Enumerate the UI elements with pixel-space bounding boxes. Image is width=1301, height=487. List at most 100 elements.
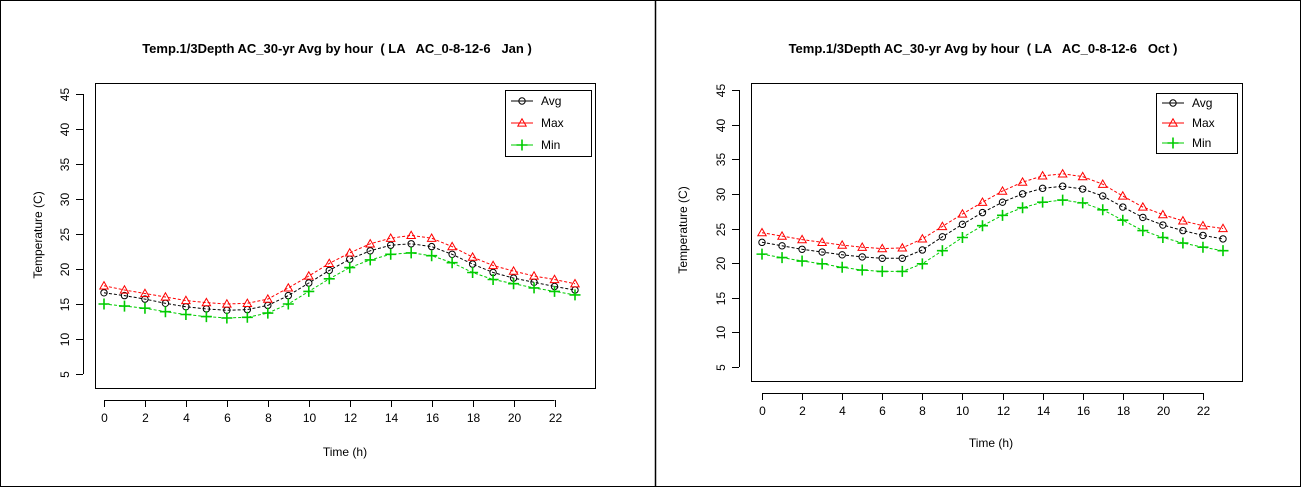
data-point-max <box>139 288 151 298</box>
data-point-min <box>1017 202 1029 214</box>
data-point-max <box>98 280 110 290</box>
data-point-avg <box>427 242 436 251</box>
data-point-max <box>549 274 560 284</box>
data-point-avg <box>918 246 927 254</box>
data-point-min <box>118 300 130 312</box>
data-point-max <box>344 247 355 257</box>
legend-label-min: Min <box>1192 136 1211 150</box>
data-point-min <box>956 232 968 244</box>
y-tick-label: 5 <box>714 364 728 371</box>
x-tick-label: 6 <box>879 404 886 418</box>
data-point-min <box>836 261 848 273</box>
data-point-min <box>569 289 581 301</box>
chart-title: Temp.1/3Depth AC_30-yr Avg by hour ( LA … <box>789 41 1178 56</box>
y-tick-label: 10 <box>58 333 72 347</box>
y-tick-label: 10 <box>714 326 728 340</box>
x-tick-label: 18 <box>1117 404 1131 418</box>
x-tick-label: 10 <box>956 404 970 418</box>
series-min <box>756 194 1229 277</box>
data-point-min <box>159 306 171 318</box>
x-tick-label: 18 <box>467 411 481 425</box>
data-point-max <box>817 237 828 246</box>
data-point-min <box>916 258 928 270</box>
data-point-min <box>1057 194 1069 206</box>
y-tick-label: 35 <box>58 158 72 172</box>
x-tick-label: 2 <box>799 404 806 418</box>
data-point-min <box>323 273 335 285</box>
data-point-max <box>221 298 232 308</box>
x-tick-label: 0 <box>101 411 108 425</box>
data-point-avg <box>938 233 947 241</box>
y-tick-label: 20 <box>714 257 728 271</box>
data-point-avg <box>141 295 149 303</box>
data-point-max <box>1177 215 1188 225</box>
data-point-avg <box>998 198 1007 206</box>
data-point-max <box>857 241 868 251</box>
series-max <box>98 230 581 308</box>
chart-oct: Temp.1/3Depth AC_30-yr Avg by hour ( LA … <box>676 41 1243 450</box>
data-point-max <box>897 242 908 252</box>
data-point-avg <box>1119 203 1127 211</box>
y-tick-label: 40 <box>714 119 728 133</box>
data-point-avg <box>758 238 766 247</box>
data-point-min <box>1197 241 1209 253</box>
data-point-max <box>837 239 848 249</box>
y-tick-label: 15 <box>714 292 728 306</box>
data-point-max <box>488 260 499 270</box>
data-point-max <box>262 293 273 303</box>
data-point-min <box>1117 214 1129 226</box>
y-tick-label: 45 <box>58 88 72 102</box>
data-point-min <box>262 307 274 319</box>
data-point-min <box>221 312 233 324</box>
data-point-min <box>796 255 808 267</box>
data-point-min <box>200 311 212 323</box>
data-point-max <box>508 265 519 275</box>
data-point-min <box>976 220 988 232</box>
data-point-min <box>1097 204 1109 216</box>
data-point-max <box>1037 170 1048 180</box>
data-point-max <box>242 298 253 307</box>
data-point-avg <box>878 254 886 262</box>
data-point-min <box>528 282 540 294</box>
data-point-min <box>508 278 520 290</box>
data-point-min <box>446 257 458 269</box>
data-point-max <box>1217 223 1229 233</box>
plot-area <box>95 83 596 389</box>
data-point-min <box>816 258 828 270</box>
data-point-min <box>426 250 438 262</box>
x-tick-label: 6 <box>224 411 231 425</box>
data-point-max <box>180 295 191 305</box>
data-point-max <box>160 291 171 301</box>
data-point-avg <box>818 248 826 256</box>
data-point-max <box>324 258 335 268</box>
y-tick-label: 25 <box>58 228 72 242</box>
plot-area <box>751 83 1243 382</box>
y-axis-label: Temperature (C) <box>31 191 45 278</box>
data-point-avg <box>1018 190 1027 198</box>
data-point-max <box>1157 209 1168 219</box>
data-point-avg <box>838 251 846 259</box>
data-point-min <box>282 298 294 310</box>
data-point-min <box>241 311 253 323</box>
data-point-min <box>364 254 376 266</box>
y-tick-label: 35 <box>714 153 728 167</box>
data-point-min <box>303 285 315 297</box>
data-point-min <box>385 248 397 260</box>
y-tick-label: 45 <box>714 84 728 98</box>
data-point-max <box>937 221 948 231</box>
data-point-max <box>997 185 1008 195</box>
legend-marker-max <box>516 117 528 127</box>
x-tick-label: 4 <box>183 411 190 425</box>
data-point-avg <box>386 241 395 249</box>
data-point-avg <box>778 242 786 250</box>
data-point-min <box>344 262 356 274</box>
x-tick-label: 22 <box>549 411 563 425</box>
data-point-avg <box>978 208 987 217</box>
legend: Avg Max Min <box>505 90 592 157</box>
chart-title: Temp.1/3Depth AC_30-yr Avg by hour ( LA … <box>142 41 532 56</box>
data-point-avg <box>858 253 866 261</box>
data-point-min <box>1157 232 1169 244</box>
data-point-avg <box>1099 192 1107 200</box>
legend-marker-avg <box>518 97 526 105</box>
